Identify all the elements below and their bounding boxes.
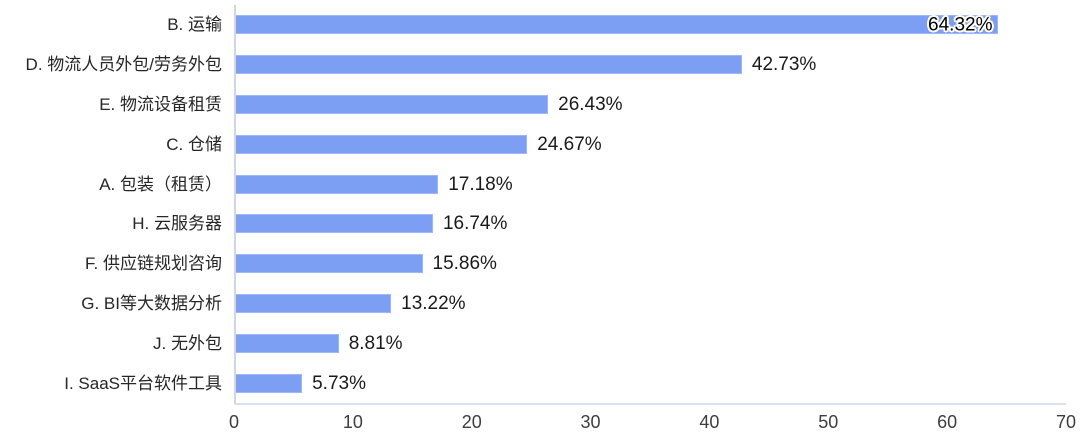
bar	[234, 254, 423, 274]
plot-cell: 26.43%	[234, 85, 1066, 125]
y-axis-line	[234, 5, 236, 404]
chart-rows: B. 运输 64.32% D. 物流人员外包/劳务外包 42.73% E. 物流设备租赁…	[0, 5, 1066, 403]
plot-cell: 64.32%	[234, 5, 1066, 45]
x-axis-tick-label: 70	[1055, 412, 1077, 432]
value-label: 8.81%	[348, 332, 403, 354]
value-label: 16.74%	[442, 213, 508, 235]
plot-cell: 24.67%	[234, 124, 1066, 164]
x-axis-tick-label: 10	[342, 412, 363, 432]
category-label: H. 云服务器	[132, 214, 222, 234]
plot-cell: 5.73%	[234, 363, 1066, 403]
chart-row: F. 供应链规划咨询 15.86%	[0, 244, 1066, 284]
chart-row: J. 无外包 8.81%	[0, 323, 1066, 363]
category-label: D. 物流人员外包/劳务外包	[25, 55, 222, 75]
chart-row: A. 包装（租赁） 17.18%	[0, 164, 1066, 204]
value-label: 42.73%	[751, 54, 817, 76]
bar	[234, 214, 433, 234]
value-label: 24.67%	[537, 133, 602, 155]
x-axis-tick-label: 50	[818, 412, 839, 432]
category-label: I. SaaS平台软件工具	[64, 373, 222, 393]
x-axis-tick-label: 0	[228, 412, 240, 432]
plot-cell: 17.18%	[234, 164, 1066, 204]
x-axis-line	[234, 403, 1066, 405]
chart-row: D. 物流人员外包/劳务外包 42.73%	[0, 45, 1066, 85]
category-label: E. 物流设备租赁	[99, 94, 222, 114]
chart-row: G. BI等大数据分析 13.22%	[0, 284, 1066, 324]
bar	[234, 293, 392, 313]
x-axis-tick-label: 60	[937, 412, 958, 432]
x-axis-tick-label: 30	[580, 412, 601, 432]
plot-cell: 13.22%	[234, 284, 1066, 324]
bar	[234, 333, 339, 353]
x-axis-tick-label: 40	[699, 412, 720, 432]
bar	[234, 55, 742, 75]
plot-cell: 15.86%	[234, 244, 1066, 284]
chart-row: B. 运输 64.32%	[0, 5, 1066, 45]
chart-row: I. SaaS平台软件工具 5.73%	[0, 363, 1066, 403]
category-label: B. 运输	[167, 15, 222, 35]
bar	[234, 174, 439, 194]
value-label: 15.86%	[432, 253, 497, 275]
plot-cell: 42.73%	[234, 45, 1066, 85]
category-label: F. 供应链规划咨询	[85, 254, 222, 274]
bar	[234, 373, 303, 393]
value-label: 17.18%	[448, 173, 513, 195]
plot-cell: 8.81%	[234, 323, 1066, 363]
value-label: 5.73%	[312, 372, 366, 394]
x-axis-tick-label: 20	[461, 412, 482, 432]
value-label: 26.43%	[558, 93, 623, 115]
category-label: J. 无外包	[153, 333, 222, 353]
bar: 64.32%	[234, 14, 999, 36]
bar	[234, 94, 549, 114]
category-label: C. 仓储	[166, 134, 222, 154]
chart-row: E. 物流设备租赁 26.43%	[0, 85, 1066, 125]
category-label: G. BI等大数据分析	[81, 293, 222, 313]
chart-row: H. 云服务器 16.74%	[0, 204, 1066, 244]
chart-row: C. 仓储 24.67%	[0, 124, 1066, 164]
x-axis: 0 10 20 30 40 50 60 70	[229, 412, 1076, 437]
value-label: 64.32%	[928, 14, 993, 36]
category-label: A. 包装（租赁）	[99, 174, 222, 194]
plot-cell: 16.74%	[234, 204, 1066, 244]
value-label: 13.22%	[401, 292, 466, 314]
bar	[234, 134, 528, 154]
